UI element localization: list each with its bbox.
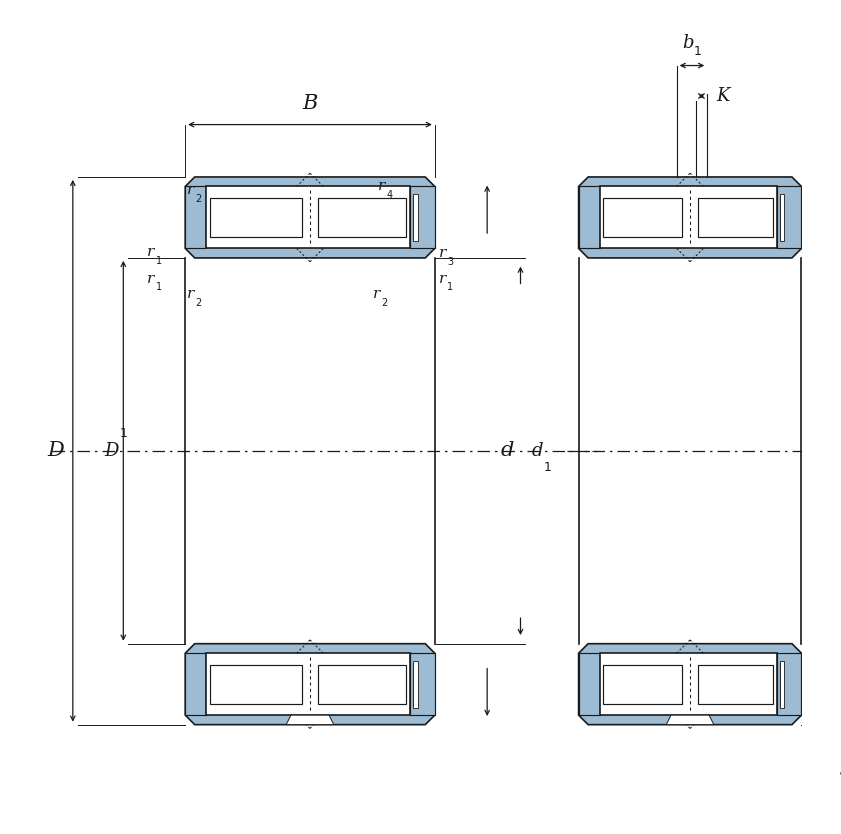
- Polygon shape: [185, 653, 206, 715]
- Text: D: D: [47, 441, 64, 460]
- Text: 1: 1: [156, 283, 161, 293]
- Text: b: b: [682, 33, 694, 52]
- Polygon shape: [600, 187, 777, 249]
- Polygon shape: [698, 198, 773, 237]
- Polygon shape: [600, 653, 777, 715]
- Polygon shape: [579, 177, 801, 258]
- Text: r: r: [147, 272, 155, 286]
- Text: d: d: [500, 441, 514, 460]
- Polygon shape: [666, 715, 714, 725]
- Text: r: r: [439, 272, 446, 286]
- Polygon shape: [210, 665, 303, 704]
- Polygon shape: [413, 194, 418, 241]
- Text: 1: 1: [119, 427, 127, 440]
- Polygon shape: [185, 644, 435, 725]
- Text: 2: 2: [196, 298, 202, 308]
- Text: 2: 2: [196, 193, 202, 203]
- Text: B: B: [302, 94, 318, 113]
- Polygon shape: [579, 653, 600, 715]
- Text: r: r: [147, 245, 155, 259]
- Polygon shape: [603, 665, 682, 704]
- Polygon shape: [603, 198, 682, 237]
- Polygon shape: [698, 665, 773, 704]
- Text: r: r: [373, 287, 380, 301]
- Polygon shape: [410, 187, 435, 249]
- Polygon shape: [210, 198, 303, 237]
- Polygon shape: [206, 187, 410, 249]
- Polygon shape: [206, 653, 410, 715]
- Text: 3: 3: [447, 257, 453, 267]
- Text: 1: 1: [694, 45, 701, 58]
- Polygon shape: [318, 198, 406, 237]
- Text: d: d: [532, 442, 543, 460]
- Polygon shape: [579, 187, 600, 249]
- Polygon shape: [413, 661, 418, 707]
- Polygon shape: [410, 653, 435, 715]
- Text: D: D: [104, 442, 119, 460]
- Text: 1: 1: [156, 256, 161, 266]
- Text: r: r: [439, 246, 446, 260]
- Polygon shape: [780, 661, 785, 707]
- Polygon shape: [185, 187, 206, 249]
- Text: r: r: [188, 287, 194, 301]
- Text: 4: 4: [386, 190, 392, 200]
- Polygon shape: [286, 715, 334, 725]
- Polygon shape: [777, 653, 801, 715]
- Text: 2: 2: [382, 298, 388, 308]
- Polygon shape: [780, 194, 785, 241]
- Text: s: s: [839, 761, 841, 780]
- Polygon shape: [777, 187, 801, 249]
- Text: 1: 1: [543, 461, 551, 475]
- Polygon shape: [579, 644, 801, 725]
- Text: K: K: [717, 87, 730, 105]
- Text: r: r: [188, 183, 194, 198]
- Polygon shape: [185, 177, 435, 258]
- Text: r: r: [378, 179, 385, 193]
- Polygon shape: [318, 665, 406, 704]
- Text: 1: 1: [447, 283, 453, 293]
